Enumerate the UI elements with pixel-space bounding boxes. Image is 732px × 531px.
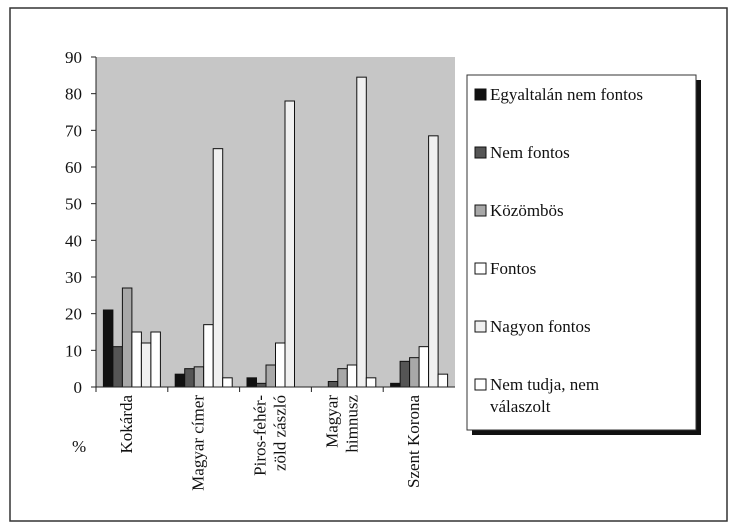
legend-swatch — [474, 204, 487, 217]
bar — [265, 364, 276, 388]
y-tick-label: 80 — [65, 85, 82, 104]
legend-label: Közömbös — [490, 201, 564, 220]
y-tick-label: 50 — [65, 195, 82, 214]
bar — [437, 373, 449, 388]
bar — [184, 368, 195, 388]
bar — [256, 382, 267, 388]
plot-area — [96, 57, 455, 387]
bar — [418, 346, 430, 388]
y-tick-label: 30 — [65, 268, 82, 287]
y-tick-label: 0 — [74, 378, 83, 397]
bar — [121, 287, 133, 388]
x-tick-group: Kokárda — [117, 395, 136, 454]
bar — [365, 377, 377, 388]
bar — [193, 366, 205, 388]
bar — [222, 377, 233, 388]
legend-label: Fontos — [490, 259, 536, 278]
bar — [112, 346, 123, 388]
y-tick-label: 20 — [65, 305, 82, 324]
x-tick-group: Szent Korona — [404, 395, 423, 488]
y-axis-label: % — [72, 437, 86, 456]
x-tick-group: Magyar címer — [189, 395, 208, 491]
legend-label: Egyaltalán nem fontos — [490, 85, 643, 104]
bar — [399, 360, 411, 388]
bar — [246, 377, 257, 388]
x-tick-label: Piros-fehér-zöld zászló — [251, 395, 290, 476]
bar — [203, 324, 214, 388]
bar — [327, 381, 339, 388]
bar — [131, 331, 142, 388]
y-tick-label: 60 — [65, 158, 82, 177]
y-tick-label: 10 — [65, 341, 82, 360]
legend-label: Nem tudja, nem válaszolt — [490, 375, 599, 416]
bar — [409, 357, 420, 388]
bar — [150, 331, 161, 388]
bar — [346, 364, 358, 388]
bar — [337, 368, 348, 388]
bar — [174, 373, 186, 388]
bar — [275, 342, 286, 388]
x-tick-label: Magyarhimnusz — [322, 395, 361, 453]
legend — [466, 74, 697, 431]
x-tick-label: Szent Korona — [404, 395, 423, 488]
bar — [390, 382, 401, 388]
x-tick-label: Magyar címer — [189, 395, 208, 491]
bar — [428, 135, 439, 388]
bar — [102, 309, 114, 388]
legend-swatch — [474, 88, 487, 101]
legend-swatch — [474, 262, 487, 275]
legend-label: Nagyon fontos — [490, 317, 591, 336]
y-tick-label: 40 — [65, 231, 82, 250]
x-tick-group: Piros-fehér-zöld zászló — [251, 395, 290, 476]
bar — [140, 342, 152, 388]
bar — [212, 148, 224, 388]
legend-label: Nem fontos — [490, 143, 570, 162]
x-tick-group: Magyarhimnusz — [322, 395, 361, 453]
legend-swatch — [474, 320, 487, 333]
x-tick-label: Kokárda — [117, 395, 136, 454]
y-tick-label: 70 — [65, 121, 82, 140]
legend-swatch — [474, 378, 487, 391]
y-tick-label: 90 — [65, 48, 82, 67]
bar — [284, 100, 295, 388]
legend-swatch — [474, 146, 487, 159]
bar — [356, 76, 367, 388]
